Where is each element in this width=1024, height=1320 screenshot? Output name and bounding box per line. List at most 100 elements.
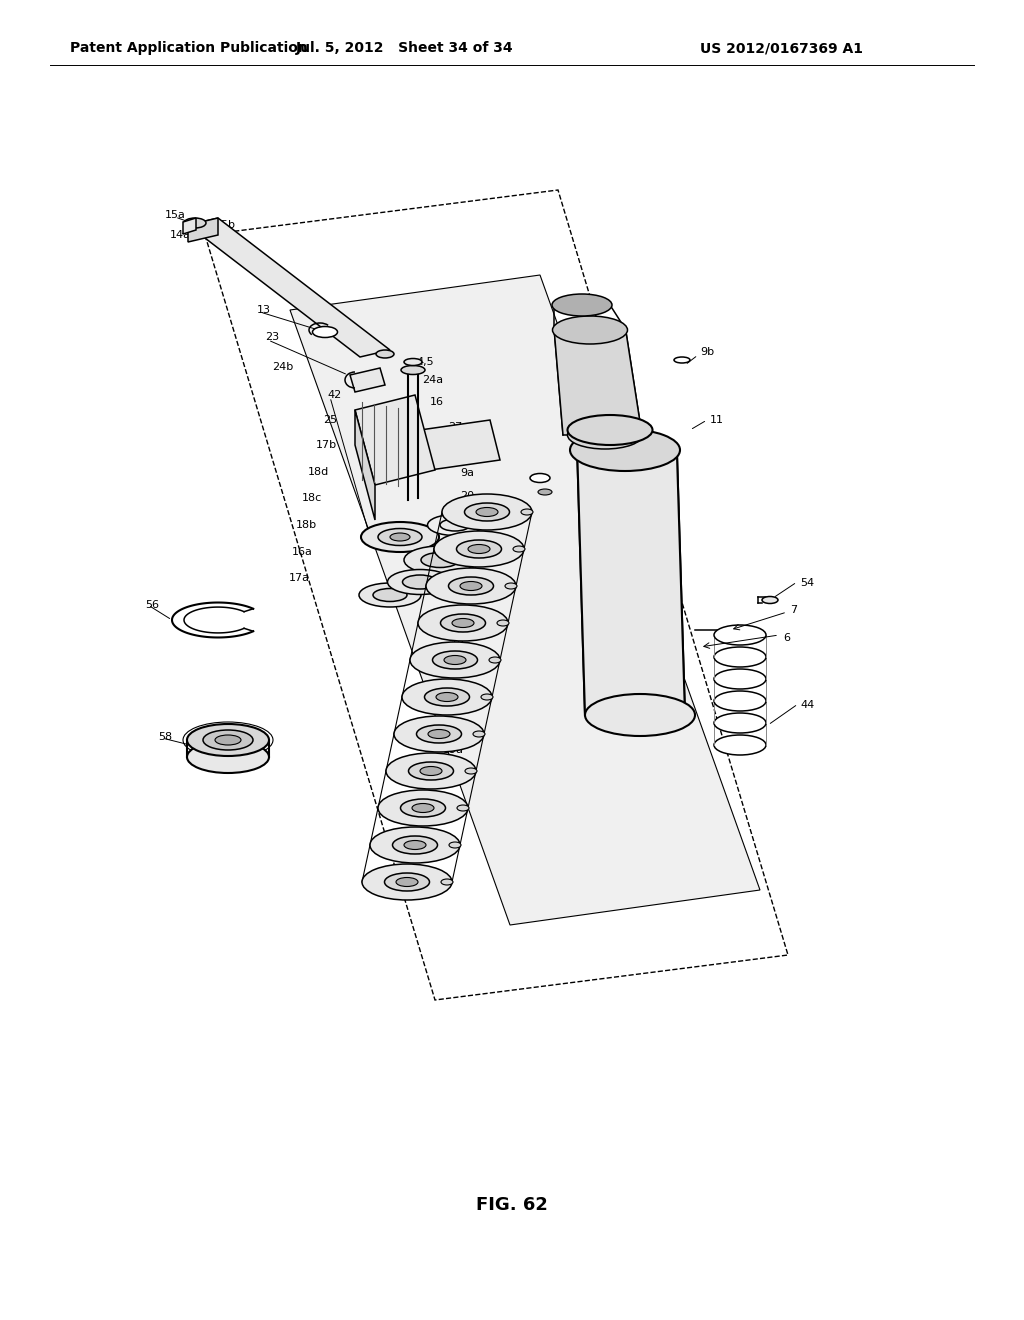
Text: 15a: 15a	[165, 210, 186, 220]
Ellipse shape	[521, 510, 534, 515]
Text: 27: 27	[449, 422, 462, 432]
Ellipse shape	[378, 789, 468, 826]
Ellipse shape	[373, 589, 407, 602]
Ellipse shape	[530, 474, 550, 483]
Text: 23: 23	[265, 333, 280, 342]
Ellipse shape	[567, 414, 652, 445]
Polygon shape	[355, 395, 435, 484]
Text: 22a: 22a	[445, 718, 466, 729]
Ellipse shape	[714, 735, 766, 755]
Text: FIG. 62: FIG. 62	[476, 1196, 548, 1214]
Ellipse shape	[404, 546, 476, 574]
Ellipse shape	[378, 528, 422, 545]
Text: 16: 16	[430, 397, 444, 407]
Text: 19e: 19e	[458, 539, 479, 549]
Text: 14a: 14a	[170, 230, 191, 240]
Ellipse shape	[401, 366, 425, 375]
Text: 18d: 18d	[308, 467, 330, 477]
Ellipse shape	[370, 828, 460, 863]
Ellipse shape	[473, 731, 485, 737]
Text: 54: 54	[800, 578, 814, 587]
Text: 18c: 18c	[302, 492, 323, 503]
Text: 11: 11	[710, 414, 724, 425]
Ellipse shape	[442, 494, 532, 531]
Ellipse shape	[390, 533, 410, 541]
Text: 19c: 19c	[451, 640, 471, 649]
Ellipse shape	[412, 804, 434, 813]
Text: 22c: 22c	[453, 615, 473, 624]
Text: 7: 7	[790, 605, 797, 615]
Ellipse shape	[404, 359, 422, 366]
Text: 24a: 24a	[422, 375, 443, 385]
Polygon shape	[577, 445, 685, 715]
Ellipse shape	[714, 669, 766, 689]
Ellipse shape	[427, 515, 482, 536]
Polygon shape	[205, 190, 788, 1001]
Ellipse shape	[489, 657, 501, 663]
Ellipse shape	[465, 503, 510, 521]
Ellipse shape	[384, 873, 429, 891]
Ellipse shape	[402, 576, 437, 589]
Text: Jul. 5, 2012   Sheet 34 of 34: Jul. 5, 2012 Sheet 34 of 34	[296, 41, 514, 55]
Text: 21b: 21b	[460, 515, 481, 525]
Text: 14b: 14b	[232, 240, 253, 249]
Ellipse shape	[362, 865, 452, 900]
Ellipse shape	[417, 725, 462, 743]
Ellipse shape	[585, 694, 695, 737]
Ellipse shape	[714, 713, 766, 733]
Ellipse shape	[386, 752, 476, 789]
Ellipse shape	[203, 730, 253, 750]
Text: 19b: 19b	[447, 690, 468, 700]
Text: 16a: 16a	[292, 546, 313, 557]
Ellipse shape	[465, 768, 477, 774]
Text: 19d: 19d	[457, 565, 478, 576]
Polygon shape	[183, 218, 196, 234]
Ellipse shape	[215, 735, 241, 744]
Text: 17a: 17a	[289, 573, 310, 583]
Text: 22b: 22b	[449, 665, 470, 675]
Ellipse shape	[396, 878, 418, 887]
Text: 22d: 22d	[455, 590, 476, 601]
Text: 9b: 9b	[700, 347, 714, 356]
Ellipse shape	[457, 805, 469, 810]
Text: 13: 13	[257, 305, 271, 315]
Polygon shape	[290, 275, 760, 925]
Ellipse shape	[428, 730, 450, 738]
Ellipse shape	[359, 583, 421, 607]
Text: 56: 56	[145, 601, 159, 610]
Ellipse shape	[187, 723, 269, 756]
Ellipse shape	[187, 741, 269, 774]
Ellipse shape	[552, 294, 612, 315]
Ellipse shape	[418, 605, 508, 642]
Text: 15b: 15b	[215, 220, 236, 230]
Ellipse shape	[440, 519, 470, 531]
Ellipse shape	[476, 507, 498, 516]
Ellipse shape	[409, 762, 454, 780]
Ellipse shape	[394, 715, 484, 752]
Ellipse shape	[440, 614, 485, 632]
Text: 20: 20	[460, 491, 474, 502]
Text: 58: 58	[158, 733, 172, 742]
Text: 44: 44	[800, 700, 814, 710]
Ellipse shape	[434, 531, 524, 568]
Ellipse shape	[420, 767, 442, 776]
Ellipse shape	[538, 488, 552, 495]
Ellipse shape	[452, 619, 474, 627]
Polygon shape	[350, 368, 385, 392]
Ellipse shape	[481, 694, 493, 700]
Ellipse shape	[184, 218, 206, 228]
Ellipse shape	[762, 597, 778, 603]
Polygon shape	[355, 411, 375, 520]
Ellipse shape	[457, 540, 502, 558]
Text: 25: 25	[323, 414, 337, 425]
Ellipse shape	[432, 651, 477, 669]
Text: 42: 42	[327, 389, 341, 400]
Ellipse shape	[421, 553, 459, 568]
Text: 18b: 18b	[296, 520, 317, 531]
Text: US 2012/0167369 A1: US 2012/0167369 A1	[700, 41, 863, 55]
Ellipse shape	[426, 568, 516, 605]
Ellipse shape	[436, 693, 458, 701]
Text: 8: 8	[200, 762, 207, 772]
Ellipse shape	[567, 421, 642, 449]
Ellipse shape	[376, 350, 394, 358]
